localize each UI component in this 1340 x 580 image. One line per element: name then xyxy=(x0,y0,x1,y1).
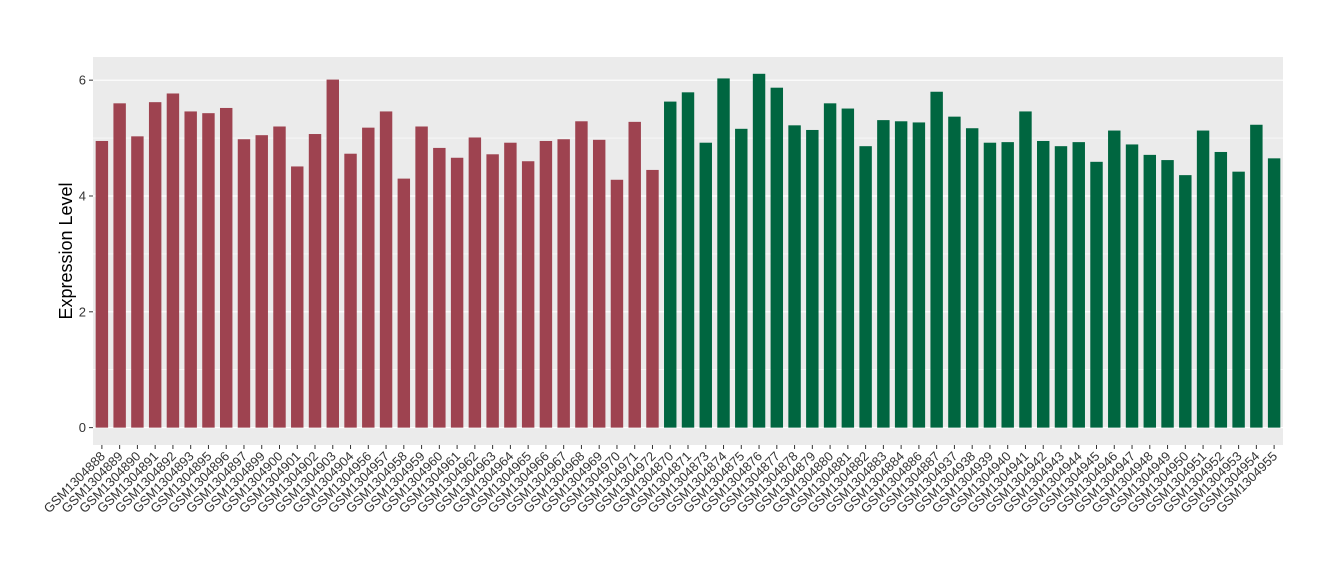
bar-GSM1304878 xyxy=(788,125,801,428)
bar-GSM1304969 xyxy=(592,139,606,428)
bar-GSM1304870 xyxy=(664,101,677,428)
bar-GSM1304899 xyxy=(255,135,268,428)
y-axis-title: Expression Level xyxy=(56,182,76,319)
bar-GSM1304888 xyxy=(95,140,109,428)
bar-GSM1304951 xyxy=(1196,130,1210,428)
bar-GSM1304970 xyxy=(610,179,624,428)
bar-GSM1304889 xyxy=(113,103,126,428)
bar-GSM1304963 xyxy=(486,154,499,428)
bar-GSM1304968 xyxy=(575,121,588,428)
bar-GSM1304890 xyxy=(131,136,144,428)
bars xyxy=(95,73,1281,428)
bar-GSM1304895 xyxy=(202,113,215,428)
y-tick-label: 0 xyxy=(79,420,86,435)
bar-GSM1304958 xyxy=(397,178,411,428)
bar-GSM1304871 xyxy=(681,92,695,428)
y-axis: 0 2 4 6 xyxy=(79,73,93,435)
bar-GSM1304874 xyxy=(717,78,730,428)
y-tick-label: 2 xyxy=(79,304,86,319)
bar-GSM1304887 xyxy=(930,91,943,428)
bar-GSM1304938 xyxy=(965,128,979,428)
bar-GSM1304939 xyxy=(983,142,997,428)
bar-GSM1304955 xyxy=(1267,158,1281,428)
bar-GSM1304942 xyxy=(1037,140,1050,428)
bar-GSM1304972 xyxy=(646,169,659,428)
y-tick-label: 4 xyxy=(79,188,86,203)
bar-GSM1304965 xyxy=(521,161,535,428)
bar-GSM1304967 xyxy=(557,139,570,428)
bar-GSM1304954 xyxy=(1250,124,1263,428)
bar-GSM1304886 xyxy=(912,122,926,428)
bar-GSM1304940 xyxy=(1001,142,1014,428)
bar-GSM1304896 xyxy=(219,107,233,428)
bar-GSM1304892 xyxy=(166,93,180,428)
bar-GSM1304903 xyxy=(326,79,339,428)
bar-GSM1304873 xyxy=(699,142,712,428)
bar-GSM1304952 xyxy=(1214,151,1228,428)
bar-GSM1304950 xyxy=(1179,175,1192,428)
bar-GSM1304883 xyxy=(877,120,890,428)
bar-GSM1304964 xyxy=(504,142,517,428)
bar-GSM1304945 xyxy=(1090,161,1103,428)
bar-GSM1304900 xyxy=(273,126,286,428)
bar-GSM1304881 xyxy=(841,108,855,428)
bar-GSM1304948 xyxy=(1143,154,1157,428)
bar-GSM1304879 xyxy=(806,129,819,428)
bar-GSM1304941 xyxy=(1019,111,1032,428)
bar-GSM1304944 xyxy=(1072,142,1085,428)
bar-GSM1304897 xyxy=(237,139,251,428)
bar-GSM1304875 xyxy=(735,128,748,428)
bar-GSM1304880 xyxy=(823,103,837,428)
bar-GSM1304949 xyxy=(1161,160,1174,428)
bar-GSM1304962 xyxy=(468,137,482,428)
bar-GSM1304971 xyxy=(628,121,641,428)
bar-GSM1304953 xyxy=(1232,171,1245,428)
bar-GSM1304877 xyxy=(770,87,784,428)
bar-GSM1304876 xyxy=(752,73,766,428)
bar-GSM1304960 xyxy=(433,147,446,428)
bar-GSM1304943 xyxy=(1054,146,1068,428)
bar-GSM1304937 xyxy=(948,116,961,428)
bar-GSM1304966 xyxy=(539,140,553,428)
bar-GSM1304959 xyxy=(415,126,428,428)
y-tick-label: 6 xyxy=(79,73,86,88)
bar-GSM1304947 xyxy=(1125,144,1139,428)
bar-GSM1304902 xyxy=(308,134,322,428)
bar-GSM1304904 xyxy=(344,153,357,428)
bar-GSM1304961 xyxy=(450,157,464,428)
bar-GSM1304884 xyxy=(894,121,908,428)
bar-GSM1304882 xyxy=(859,146,872,428)
bar-GSM1304957 xyxy=(379,111,393,428)
bar-GSM1304891 xyxy=(148,102,162,428)
bar-GSM1304893 xyxy=(184,111,197,428)
x-axis: GSM1304888GSM1304889GSM1304890GSM1304891… xyxy=(41,445,1280,516)
bar-GSM1304901 xyxy=(291,166,304,428)
bar-GSM1304946 xyxy=(1108,130,1121,428)
bar-GSM1304956 xyxy=(362,127,375,428)
